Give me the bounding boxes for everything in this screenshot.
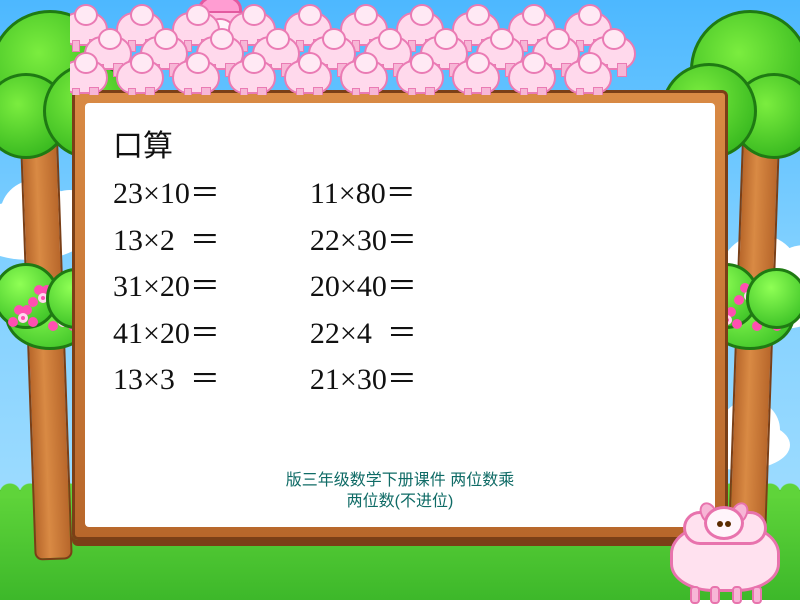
equation: 22×4 ＝ [310,311,417,358]
equation: 31×20＝ [113,264,220,311]
equation: 20×40＝ [310,264,417,311]
whiteboard: 口算 23×10＝13×2 ＝31×20＝41×20＝13×3 ＝ 11×80＝… [85,103,715,527]
sheep-icon [228,60,276,94]
caption-line: 两位数(不进位) [85,492,715,513]
equation: 41×20＝ [113,311,220,358]
slide-title: 口算 [113,121,687,165]
equation: 13×3 ＝ [113,357,220,404]
foreground-sheep-icon [670,512,780,592]
equation: 21×30＝ [310,357,417,404]
problem-column-right: 11×80＝22×30＝20×40＝22×4 ＝21×30＝ [310,171,417,404]
sheep-icon [172,60,220,94]
sheep-icon [70,60,108,94]
problem-grid: 23×10＝13×2 ＝31×20＝41×20＝13×3 ＝ 11×80＝22×… [113,171,687,404]
sheep-herd [70,0,730,95]
sheep-icon [340,60,388,94]
caption-line: 版三年级数学下册课件 两位数乘 [85,471,715,492]
equation: 13×2 ＝ [113,218,220,265]
equation: 22×30＝ [310,218,417,265]
flower-icon [762,317,772,327]
sheep-icon [564,60,612,94]
sheep-icon [284,60,332,94]
problem-column-left: 23×10＝13×2 ＝31×20＝41×20＝13×3 ＝ [113,171,220,404]
whiteboard-frame: 口算 23×10＝13×2 ＝31×20＝41×20＝13×3 ＝ 11×80＝… [72,90,728,540]
flower-icon [18,313,28,323]
sheep-icon [508,60,556,94]
sheep-icon [116,60,164,94]
flower-icon [744,291,754,301]
equation: 11×80＝ [310,171,417,218]
sheep-icon [452,60,500,94]
equation: 23×10＝ [113,171,220,218]
sheep-icon [396,60,444,94]
slide-caption: 版三年级数学下册课件 两位数乘 两位数(不进位) [85,471,715,513]
flower-icon [38,293,48,303]
flower-icon [58,317,68,327]
